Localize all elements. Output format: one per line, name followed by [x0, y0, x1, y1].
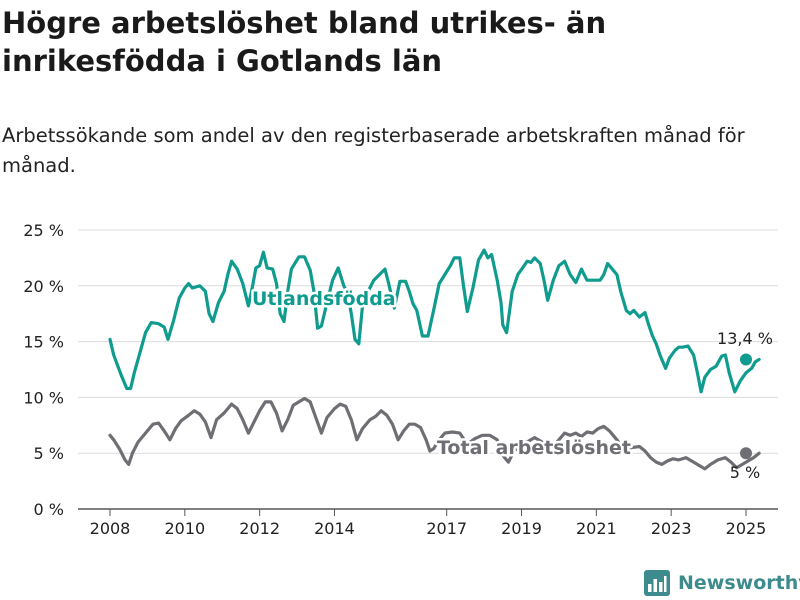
- series-label-utlandsfodda: Utlandsfödda: [252, 288, 396, 310]
- bar-chart-icon: [644, 570, 670, 596]
- x-tick-label: 2019: [501, 519, 542, 538]
- end-marker-total: [740, 447, 752, 460]
- x-tick-label: 2010: [164, 519, 205, 538]
- brand-name: Newsworthy: [678, 572, 800, 594]
- line-utlandsfodda: [108, 248, 761, 394]
- x-tick-label: 2008: [90, 519, 131, 538]
- newsworthy-logo: Newsworthy: [644, 570, 800, 596]
- x-axis: 2008 2010 2012 2014 2017 2019 2021 2023 2025: [90, 509, 767, 538]
- x-tick-label: 2023: [651, 519, 692, 538]
- y-tick-label: 15 %: [23, 333, 64, 352]
- series-end-markers: [740, 353, 752, 460]
- chart-title: Högre arbetslöshet bland utrikes- än inr…: [2, 6, 607, 78]
- y-axis: 0 % 5 % 10 % 15 % 20 % 25 %: [23, 221, 64, 519]
- x-tick-label: 2014: [314, 519, 355, 538]
- y-tick-label: 0 %: [34, 500, 64, 519]
- gridlines: [78, 229, 778, 510]
- end-value-utlandsfodda: 13,4 %: [717, 329, 773, 348]
- x-tick-label: 2017: [426, 519, 467, 538]
- x-tick-label: 2025: [726, 519, 767, 538]
- y-tick-label: 10 %: [23, 388, 64, 407]
- y-tick-label: 5 %: [34, 444, 64, 463]
- series-label-total: Total arbetslöshet: [437, 437, 631, 459]
- x-tick-label: 2021: [576, 519, 617, 538]
- line-total-arbetsloshet: [108, 396, 761, 471]
- y-tick-label: 20 %: [23, 277, 64, 296]
- chart-subtitle: Arbetssökande som andel av den registerb…: [2, 124, 745, 177]
- end-marker-utlandsfodda: [740, 353, 752, 366]
- x-tick-label: 2012: [239, 519, 280, 538]
- end-value-total: 5 %: [730, 463, 760, 482]
- y-tick-label: 25 %: [23, 221, 64, 240]
- series-lines: [108, 248, 761, 471]
